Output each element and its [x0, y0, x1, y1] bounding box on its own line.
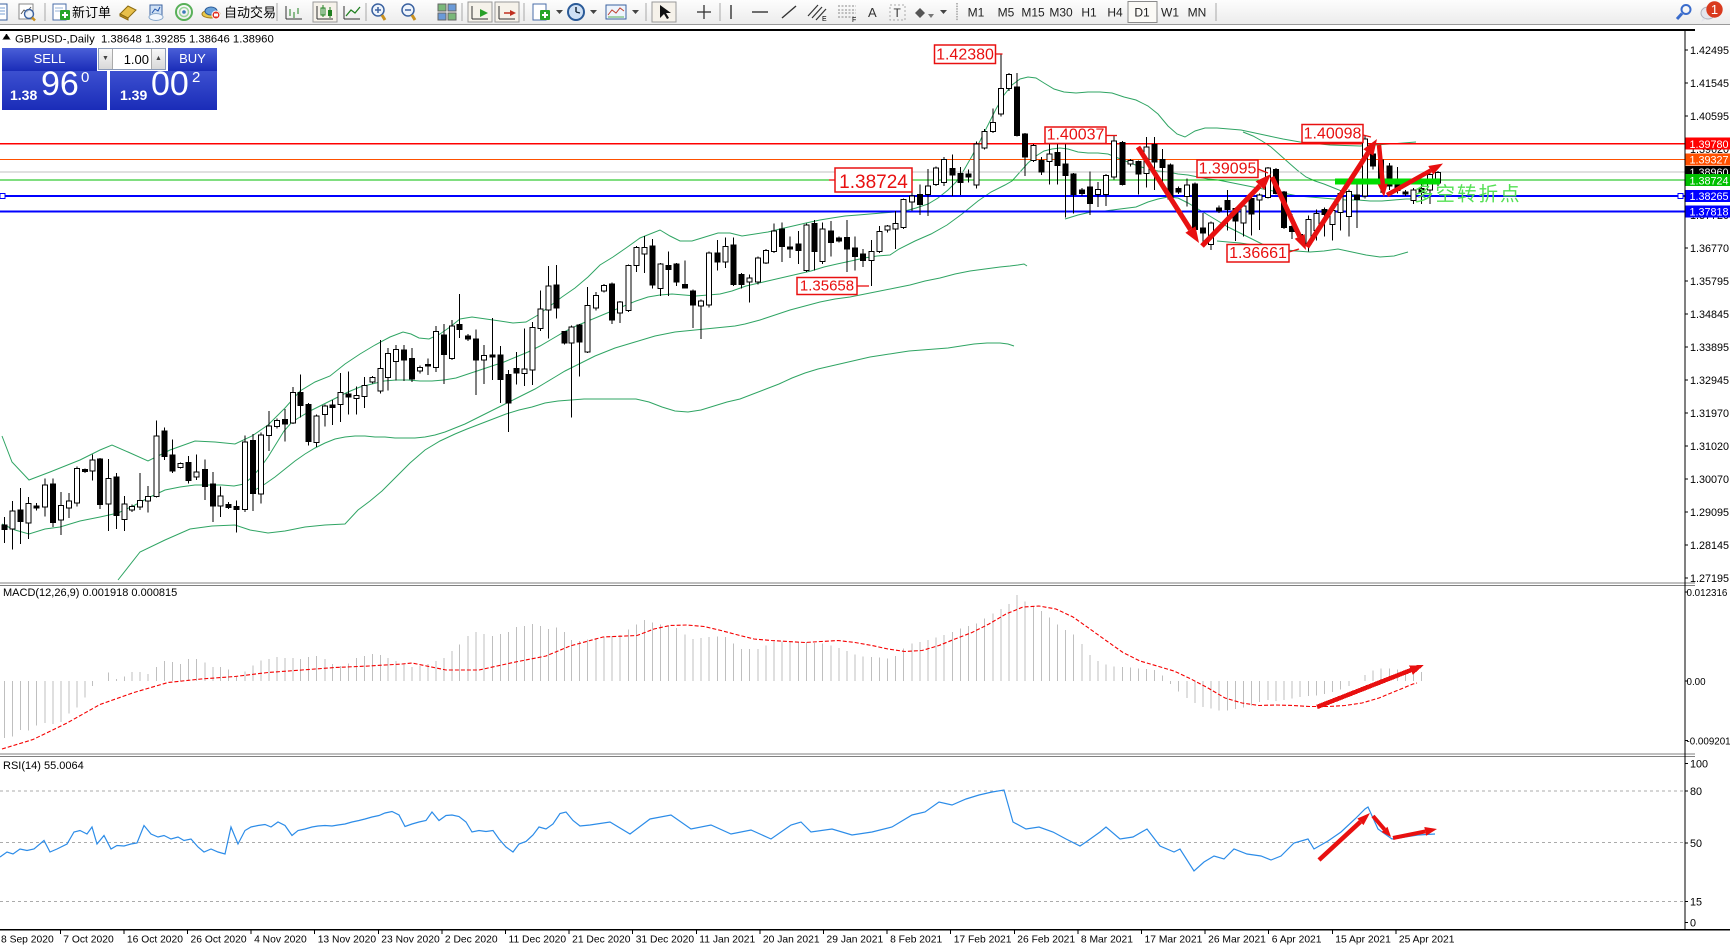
- svg-text:A: A: [868, 5, 877, 20]
- svg-text:20 Jan 2021: 20 Jan 2021: [763, 935, 820, 946]
- svg-text:F: F: [852, 17, 856, 24]
- svg-text:M1: M1: [968, 6, 985, 20]
- svg-text:1.27195: 1.27195: [1690, 573, 1729, 585]
- svg-text:1.31020: 1.31020: [1690, 441, 1729, 453]
- svg-text:1.40037: 1.40037: [1047, 127, 1105, 144]
- svg-text:4 Nov 2020: 4 Nov 2020: [254, 935, 307, 946]
- svg-text:1.39780: 1.39780: [1690, 139, 1729, 151]
- svg-text:GBPUSD-,Daily 1.38648 1.39285: GBPUSD-,Daily 1.38648 1.39285 1.38646 1.…: [15, 34, 274, 46]
- svg-text:100: 100: [1690, 759, 1708, 771]
- svg-text:13 Nov 2020: 13 Nov 2020: [318, 935, 377, 946]
- svg-text:11 Jan 2021: 11 Jan 2021: [699, 935, 755, 946]
- svg-text:自动交易: 自动交易: [224, 5, 276, 20]
- svg-text:W1: W1: [1161, 6, 1179, 20]
- svg-text:RSI(14) 55.0064: RSI(14) 55.0064: [3, 760, 84, 772]
- svg-text:D1: D1: [1134, 6, 1150, 20]
- svg-text:8 Feb 2021: 8 Feb 2021: [890, 935, 942, 946]
- svg-text:1.36770: 1.36770: [1690, 243, 1729, 255]
- svg-text:0.00: 0.00: [1687, 677, 1707, 688]
- svg-text:1.30070: 1.30070: [1690, 474, 1729, 486]
- svg-text:1.32945: 1.32945: [1690, 375, 1729, 387]
- svg-text:1.37818: 1.37818: [1690, 207, 1729, 219]
- svg-text:26 Mar 2021: 26 Mar 2021: [1208, 935, 1266, 946]
- svg-text:17 Feb 2021: 17 Feb 2021: [954, 935, 1012, 946]
- svg-text:17 Mar 2021: 17 Mar 2021: [1145, 935, 1203, 946]
- svg-text:M30: M30: [1049, 6, 1073, 20]
- svg-text:1.29095: 1.29095: [1690, 507, 1729, 519]
- svg-text:1.31970: 1.31970: [1690, 408, 1729, 420]
- svg-text:15 Apr 2021: 15 Apr 2021: [1335, 935, 1391, 946]
- svg-text:80: 80: [1690, 786, 1702, 798]
- svg-text:50: 50: [1690, 838, 1702, 850]
- svg-text:23 Nov 2020: 23 Nov 2020: [381, 935, 440, 946]
- svg-text:1.39095: 1.39095: [1199, 161, 1257, 178]
- svg-text:T: T: [894, 6, 902, 20]
- svg-text:1.38724: 1.38724: [1690, 175, 1729, 187]
- svg-text:H4: H4: [1107, 6, 1123, 20]
- svg-text:1.34845: 1.34845: [1690, 309, 1729, 321]
- svg-text:1.38265: 1.38265: [1690, 191, 1729, 203]
- svg-text:6 Apr 2021: 6 Apr 2021: [1272, 935, 1322, 946]
- svg-text:多空转折点: 多空转折点: [1414, 184, 1522, 206]
- svg-text:-0.009201: -0.009201: [1687, 736, 1730, 747]
- svg-text:1.40595: 1.40595: [1690, 111, 1729, 123]
- svg-text:1.39327: 1.39327: [1690, 155, 1729, 167]
- svg-text:1.35795: 1.35795: [1690, 276, 1729, 288]
- svg-text:25 Apr 2021: 25 Apr 2021: [1399, 935, 1455, 946]
- svg-text:0: 0: [1690, 918, 1696, 930]
- svg-text:H1: H1: [1081, 6, 1097, 20]
- svg-text:1.38724: 1.38724: [839, 172, 908, 193]
- svg-text:E: E: [822, 16, 827, 23]
- svg-text:16 Oct 2020: 16 Oct 2020: [127, 935, 183, 946]
- svg-text:26 Oct 2020: 26 Oct 2020: [191, 935, 247, 946]
- svg-text:1.42380: 1.42380: [936, 47, 994, 64]
- svg-text:26 Feb 2021: 26 Feb 2021: [1017, 935, 1075, 946]
- svg-text:1.28145: 1.28145: [1690, 540, 1729, 552]
- svg-text:1.40098: 1.40098: [1304, 126, 1362, 143]
- svg-text:15: 15: [1690, 897, 1702, 909]
- svg-text:8 Sep 2020: 8 Sep 2020: [1, 935, 54, 946]
- svg-text:11 Dec 2020: 11 Dec 2020: [509, 935, 567, 946]
- svg-text:MACD(12,26,9) 0.001918 0.00081: MACD(12,26,9) 0.001918 0.000815: [3, 587, 177, 599]
- svg-text:M15: M15: [1021, 6, 1045, 20]
- svg-text:1.41545: 1.41545: [1690, 78, 1729, 90]
- svg-text:1.35658: 1.35658: [800, 278, 854, 295]
- svg-text:M5: M5: [998, 6, 1015, 20]
- svg-text:1.33895: 1.33895: [1690, 342, 1729, 354]
- svg-text:新订单: 新订单: [72, 5, 111, 20]
- svg-text:1: 1: [1711, 2, 1718, 17]
- svg-text:7 Oct 2020: 7 Oct 2020: [63, 935, 114, 946]
- svg-text:21 Dec 2020: 21 Dec 2020: [572, 935, 631, 946]
- svg-text:1.42495: 1.42495: [1690, 45, 1729, 57]
- svg-text:8 Mar 2021: 8 Mar 2021: [1081, 935, 1133, 946]
- svg-text:1.36661: 1.36661: [1229, 245, 1287, 262]
- svg-text:31 Dec 2020: 31 Dec 2020: [636, 935, 695, 946]
- svg-text:0.012316: 0.012316: [1687, 588, 1728, 599]
- svg-text:2 Dec 2020: 2 Dec 2020: [445, 935, 498, 946]
- svg-text:29 Jan 2021: 29 Jan 2021: [827, 935, 884, 946]
- svg-text:MN: MN: [1188, 6, 1207, 20]
